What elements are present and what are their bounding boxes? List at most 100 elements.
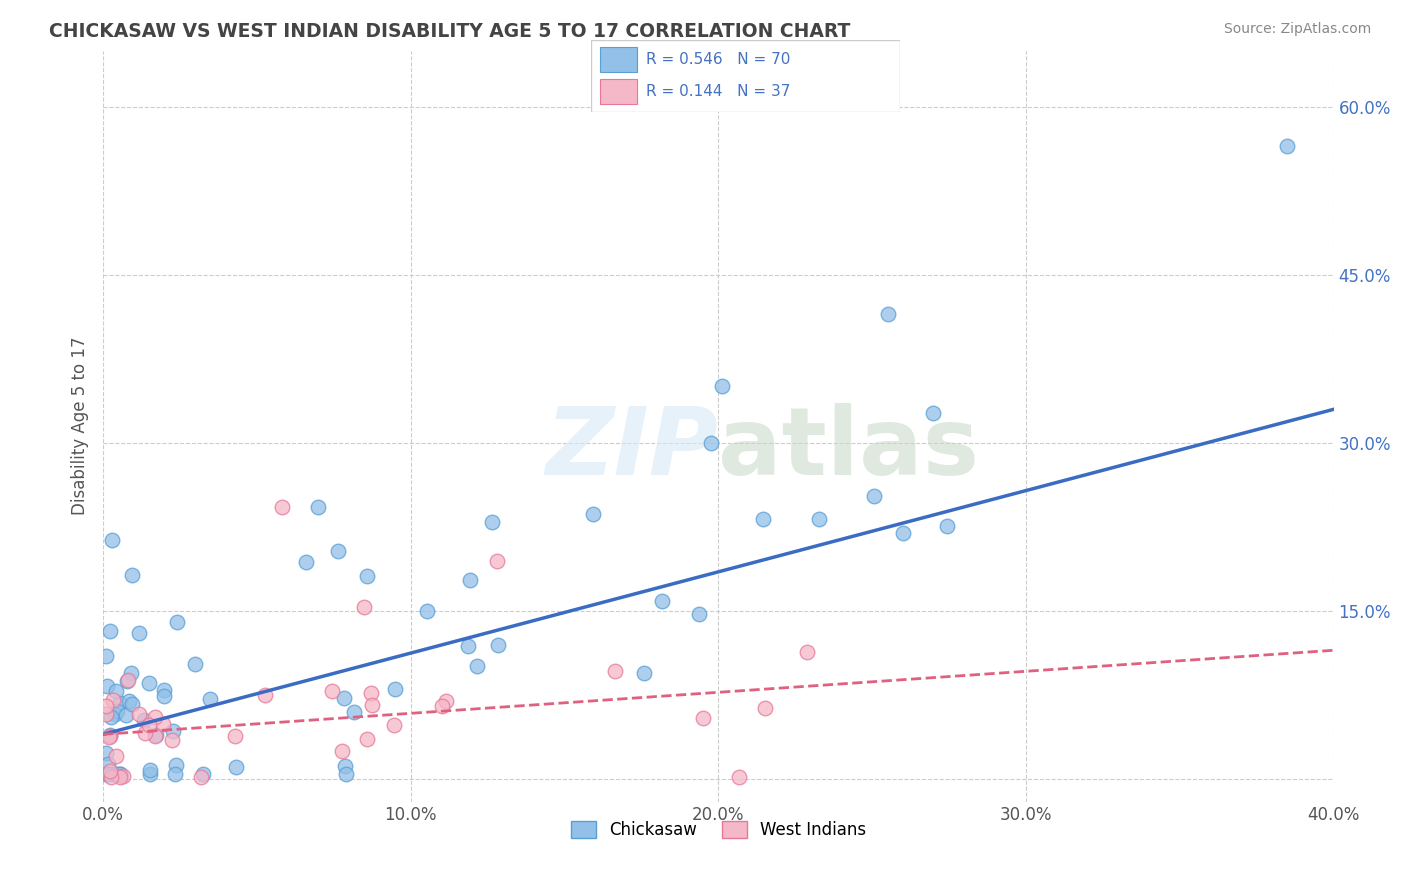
Point	[356, 731, 378, 746]
Point	[96, 648, 118, 663]
Point	[165, 757, 187, 772]
Point	[138, 718, 160, 732]
Point	[98, 729, 121, 743]
Point	[115, 708, 138, 723]
Point	[118, 694, 141, 708]
Point	[145, 728, 167, 742]
Point	[360, 686, 382, 700]
Point	[121, 568, 143, 582]
Point	[333, 691, 356, 706]
Point	[97, 766, 120, 780]
Point	[633, 665, 655, 680]
Point	[103, 766, 125, 780]
Point	[166, 615, 188, 629]
Point	[108, 770, 131, 784]
Point	[138, 676, 160, 690]
Point	[132, 713, 155, 727]
Point	[333, 758, 356, 772]
Point	[143, 729, 166, 743]
Point	[101, 533, 124, 548]
Point	[360, 698, 382, 712]
Point	[465, 659, 488, 673]
Point	[110, 766, 132, 780]
Point	[485, 553, 508, 567]
Point	[270, 500, 292, 514]
Point	[190, 770, 212, 784]
Point	[193, 766, 215, 780]
Point	[326, 544, 349, 558]
Point	[100, 770, 122, 784]
Text: atlas: atlas	[718, 402, 980, 495]
Point	[295, 555, 318, 569]
Point	[121, 698, 143, 712]
Point	[100, 710, 122, 724]
Point	[353, 600, 375, 615]
Point	[162, 723, 184, 738]
Point	[342, 706, 364, 720]
Point	[128, 626, 150, 640]
Text: ZIP: ZIP	[546, 402, 718, 495]
Point	[104, 749, 127, 764]
Point	[120, 666, 142, 681]
Point	[103, 766, 125, 780]
Point	[891, 526, 914, 541]
Point	[200, 692, 222, 706]
Point	[603, 664, 626, 678]
FancyBboxPatch shape	[600, 79, 637, 104]
Point	[160, 732, 183, 747]
Point	[152, 716, 174, 731]
Point	[98, 764, 121, 779]
Point	[225, 760, 247, 774]
Point	[692, 711, 714, 725]
Legend: Chickasaw, West Indians: Chickasaw, West Indians	[564, 814, 873, 846]
Point	[105, 684, 128, 698]
Point	[115, 674, 138, 689]
Point	[105, 766, 128, 780]
Point	[330, 744, 353, 758]
Point	[108, 696, 131, 710]
Point	[651, 593, 673, 607]
Point	[727, 770, 749, 784]
Point	[139, 766, 162, 780]
Point	[457, 640, 479, 654]
Point	[754, 700, 776, 714]
Point	[96, 756, 118, 771]
Point	[100, 624, 122, 639]
Point	[432, 698, 454, 713]
Point	[96, 746, 118, 760]
Point	[921, 406, 943, 420]
Point	[688, 607, 710, 622]
Point	[105, 704, 128, 718]
Point	[935, 519, 957, 533]
Point	[97, 730, 120, 744]
Point	[128, 707, 150, 722]
Point	[486, 638, 509, 652]
Point	[307, 500, 329, 514]
Text: R = 0.546   N = 70: R = 0.546 N = 70	[647, 52, 790, 67]
Point	[752, 512, 775, 526]
Point	[700, 435, 723, 450]
Point	[117, 673, 139, 688]
Text: CHICKASAW VS WEST INDIAN DISABILITY AGE 5 TO 17 CORRELATION CHART: CHICKASAW VS WEST INDIAN DISABILITY AGE …	[49, 22, 851, 41]
Text: R = 0.144   N = 37: R = 0.144 N = 37	[647, 84, 790, 99]
Point	[96, 766, 118, 780]
Point	[104, 706, 127, 721]
FancyBboxPatch shape	[600, 47, 637, 72]
Point	[1277, 139, 1299, 153]
Point	[152, 689, 174, 703]
Point	[96, 699, 118, 714]
Point	[382, 717, 405, 731]
Point	[335, 766, 357, 780]
FancyBboxPatch shape	[591, 40, 900, 112]
Point	[139, 763, 162, 777]
Point	[96, 679, 118, 693]
Point	[876, 307, 898, 321]
Point	[481, 516, 503, 530]
Y-axis label: Disability Age 5 to 17: Disability Age 5 to 17	[72, 337, 89, 516]
Point	[163, 766, 186, 780]
Point	[184, 657, 207, 671]
Point	[458, 573, 481, 587]
Point	[101, 693, 124, 707]
Point	[98, 728, 121, 742]
Point	[134, 726, 156, 740]
